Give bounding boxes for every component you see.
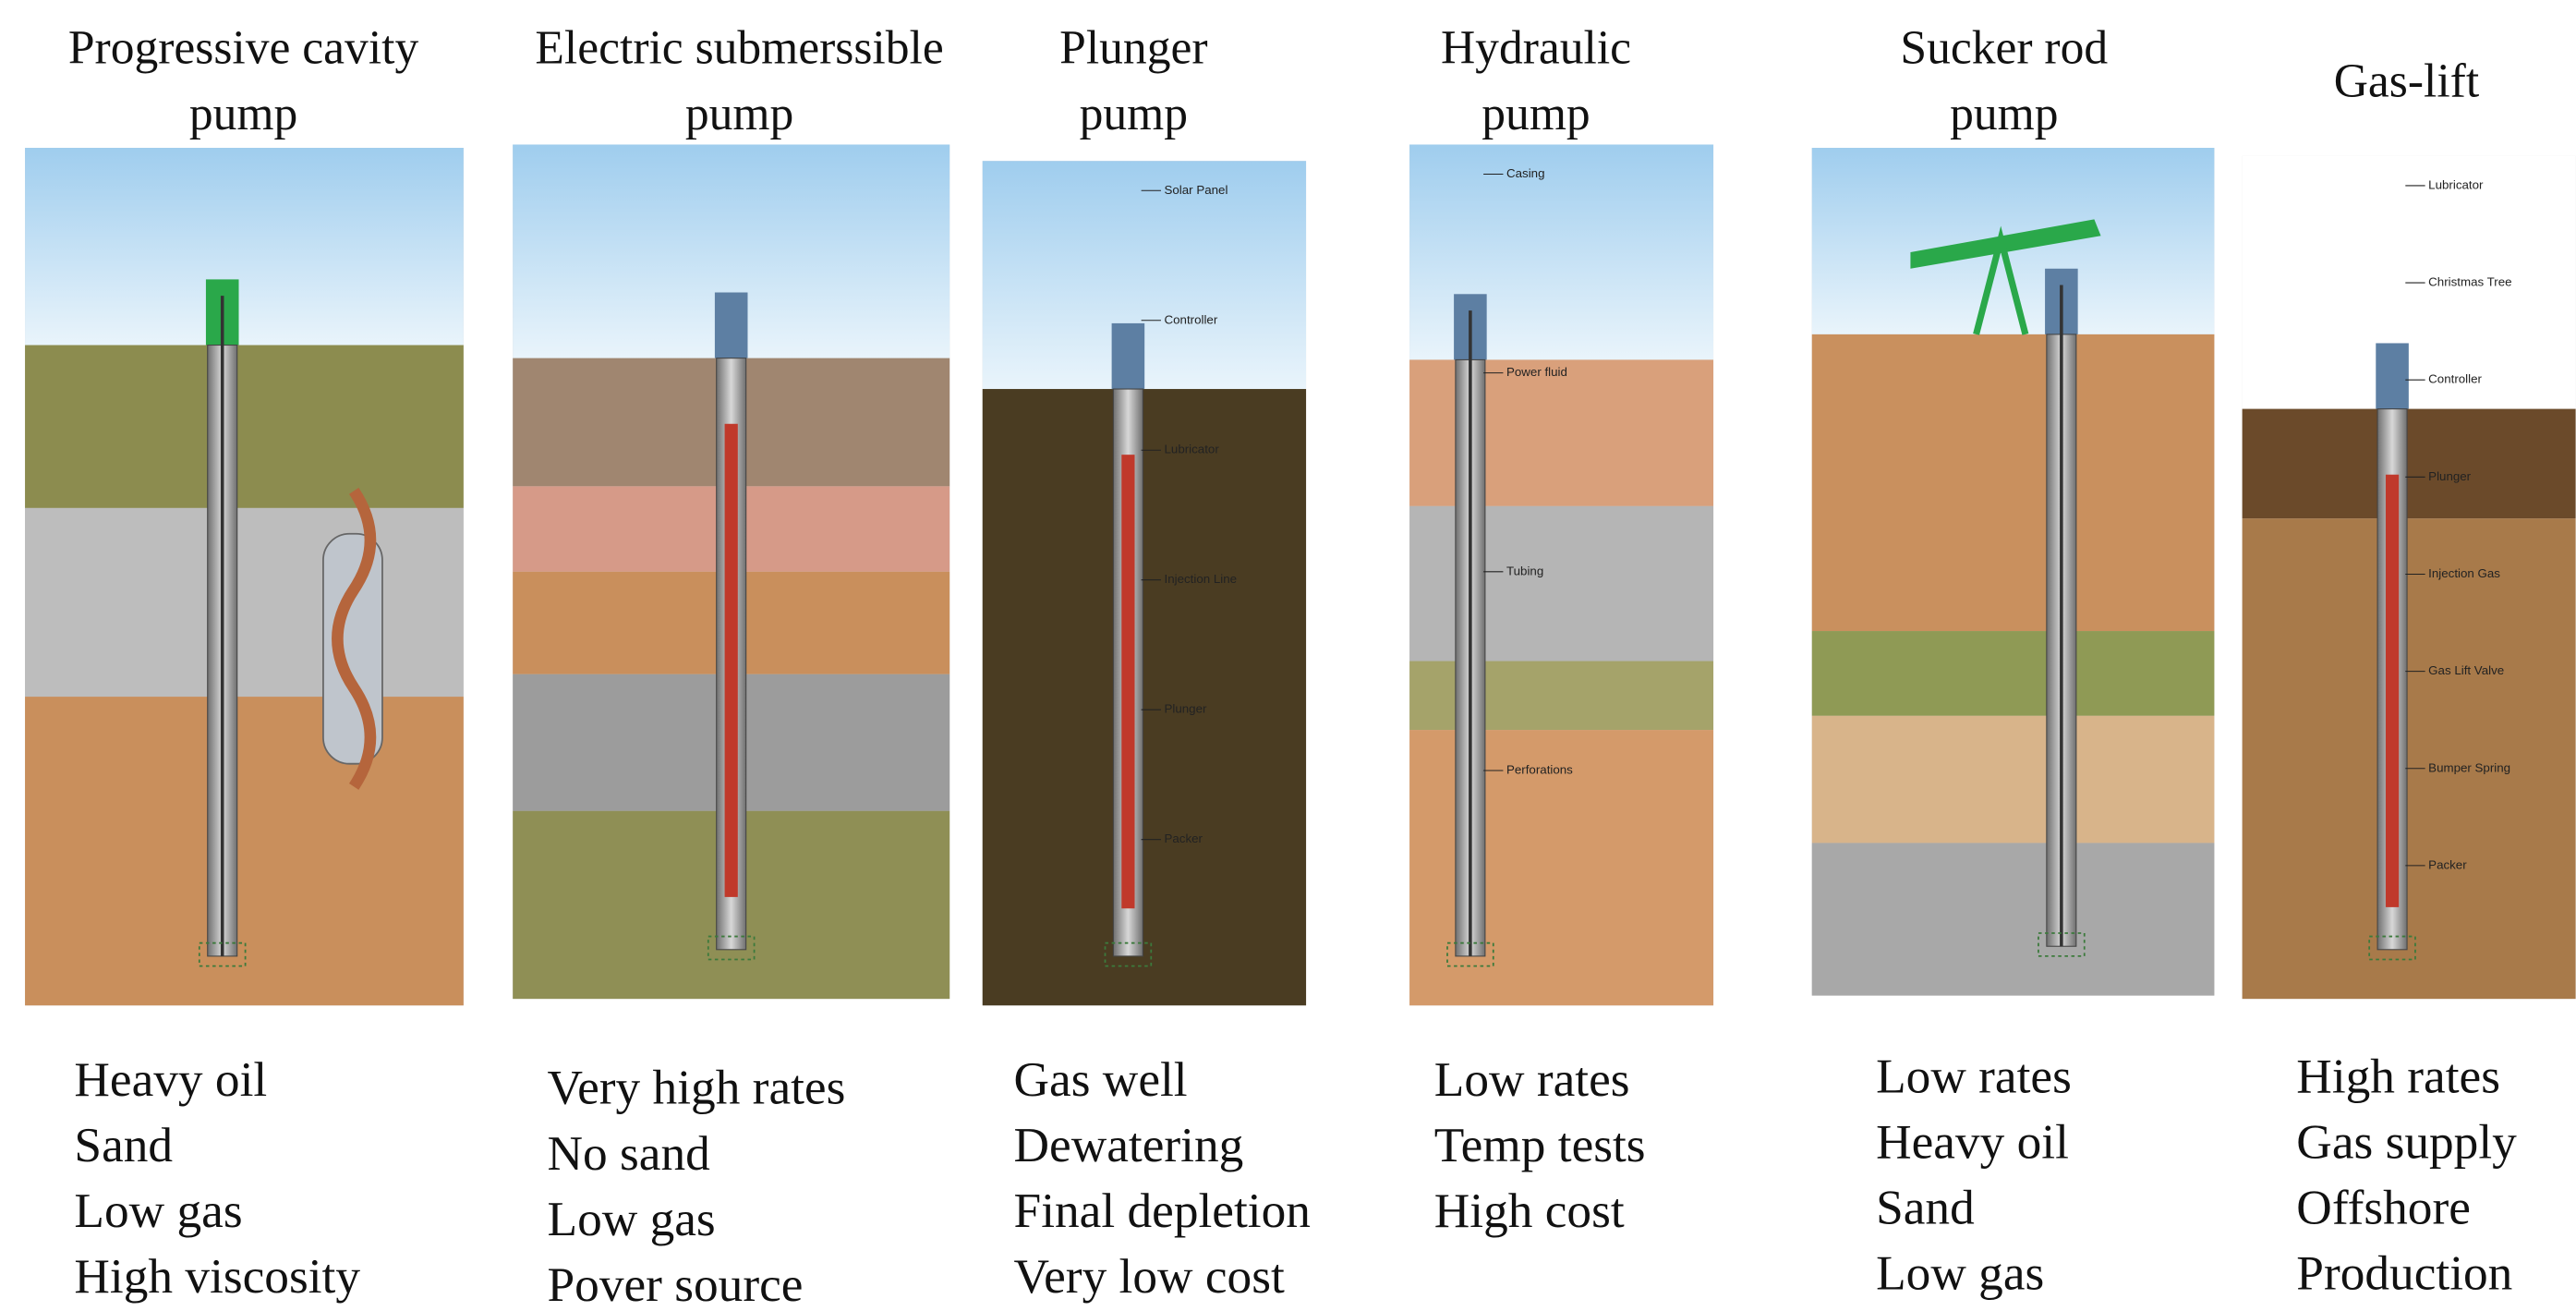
callout-label: Power fluid (1506, 365, 1567, 379)
property: Sand (74, 1117, 173, 1172)
property: Low gas (1876, 1245, 2044, 1301)
property: Gas well (1014, 1051, 1188, 1107)
ground-layer (1811, 843, 2215, 996)
callout-label: Bumper Spring (2428, 760, 2510, 774)
ground-layer (1811, 334, 2215, 632)
perforations (2368, 935, 2416, 961)
ground-layer (25, 697, 464, 1006)
callout-label: Casing (1506, 166, 1545, 180)
rotor (332, 487, 377, 790)
callout-label: Packer (1165, 832, 1203, 845)
perforations (707, 935, 756, 961)
property: Production (2296, 1245, 2512, 1301)
property: Very low cost (1014, 1248, 1285, 1304)
column-title: pump (685, 88, 793, 140)
ground-layer (25, 345, 464, 508)
pump-section (1121, 455, 1135, 909)
callout-label: Tubing (1506, 564, 1543, 577)
column-title: Plunger (1059, 22, 1207, 75)
column-title: pump (189, 88, 297, 140)
surface-equipment (1111, 322, 1145, 390)
pump-illustration (513, 144, 950, 1000)
callout-label: Perforations (1506, 762, 1573, 776)
property: Dewatering (1014, 1117, 1244, 1172)
pump-illustration (1811, 148, 2215, 996)
callout-label: Packer (2428, 857, 2467, 871)
column-title: Sucker rod (1900, 22, 2108, 75)
pump-illustration: Solar Panel Controller Lubricator Injection… (982, 161, 1307, 1006)
column-title: pump (1950, 88, 2058, 140)
callout-label: Controller (1165, 312, 1218, 326)
sky (25, 148, 464, 346)
property: High cost (1434, 1183, 1625, 1238)
pump-section (724, 423, 738, 897)
property: Low gas (74, 1183, 242, 1238)
ground-layer (982, 389, 1307, 1006)
pump-illustration (25, 148, 464, 1006)
column-title: Electric submerssible (535, 22, 943, 75)
perforations (1446, 941, 1494, 967)
surface-equipment (2376, 343, 2409, 409)
pumpjack-frame (1973, 225, 2029, 335)
column-title: Progressive cavity (68, 22, 419, 75)
callout-label: Solar Panel (1165, 183, 1228, 197)
callout-label: Christmas Tree (2428, 275, 2511, 289)
property: High rates (2296, 1048, 2500, 1103)
property: Low gas (548, 1191, 716, 1246)
property: Low rates (1434, 1051, 1630, 1107)
ground-layer (2242, 408, 2576, 519)
callout-label: Lubricator (2428, 177, 2484, 191)
callout-label: Plunger (2428, 469, 2472, 483)
property: High viscosity (74, 1248, 360, 1304)
surface-equipment (714, 292, 748, 358)
pump-illustration: Casing Power fluid Tubing Perforations (1409, 144, 1714, 1006)
perforations (2038, 932, 2086, 957)
pumpjack (1910, 219, 2101, 269)
column-title: Hydraulic (1441, 22, 1631, 75)
property: No sand (548, 1125, 711, 1181)
property: Pover source (548, 1256, 804, 1311)
pump-illustration: Lubricator Christmas Tree Controller Plunge… (2242, 155, 2576, 1000)
column-title: pump (1482, 88, 1590, 140)
callout-label: Controller (2428, 372, 2482, 386)
callout-label: Lubricator (1165, 443, 1220, 456)
property: Low rates (1876, 1048, 2072, 1103)
property: Final depletion (1014, 1183, 1311, 1238)
ground-layer (25, 507, 464, 698)
property: Sand (1876, 1180, 1975, 1235)
callout-label: Injection Line (1165, 572, 1238, 586)
perforations (1104, 941, 1153, 967)
ground-layer (2242, 518, 2576, 1000)
callout-label: Plunger (1165, 702, 1208, 716)
property: Heavy oil (74, 1051, 267, 1107)
callout-label: Injection Gas (2428, 566, 2500, 580)
ground-layer (1811, 631, 2215, 716)
property: Temp tests (1434, 1117, 1646, 1172)
property: Gas supply (2296, 1113, 2517, 1169)
callout-label: Gas Lift Valve (2428, 663, 2504, 677)
property: Offshore (2296, 1180, 2471, 1235)
column-title: pump (1080, 88, 1188, 140)
property: Very high rates (548, 1060, 846, 1115)
pump-section (2385, 474, 2400, 907)
property: Heavy oil (1876, 1113, 2069, 1169)
column-title: Gas-lift (2334, 55, 2480, 107)
ground-layer (1811, 715, 2215, 844)
